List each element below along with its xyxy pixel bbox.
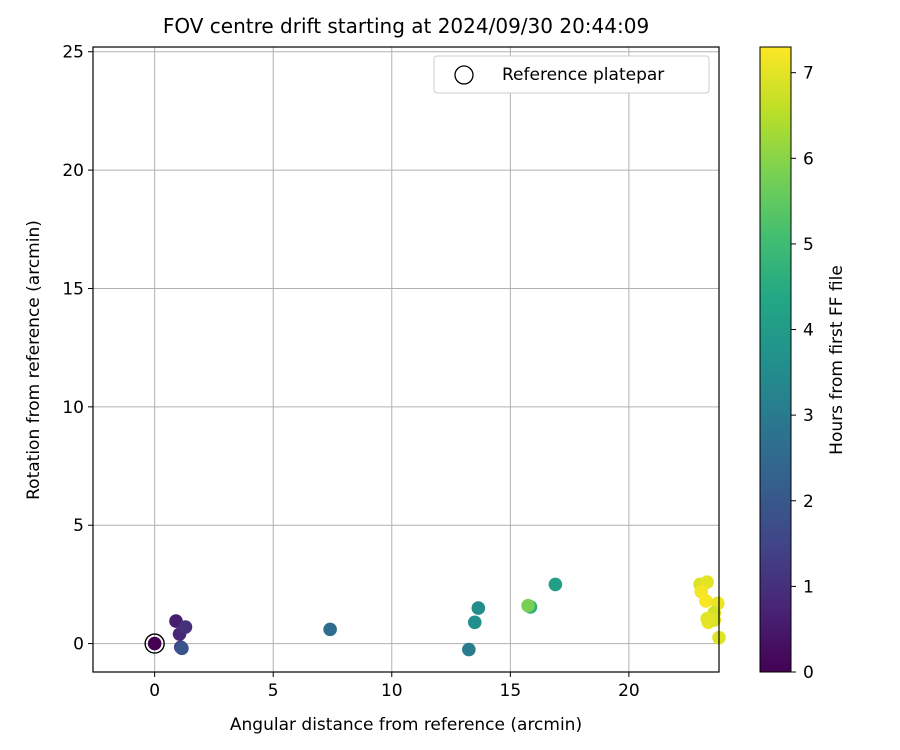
colorbar-tick-label: 4 — [803, 321, 814, 341]
data-point — [521, 598, 535, 613]
y-tick-label: 10 — [62, 398, 84, 418]
legend-marker-reference — [454, 65, 474, 85]
y-tick-label: 0 — [73, 635, 84, 655]
legend: Reference platepar — [433, 55, 710, 94]
data-point — [700, 611, 714, 626]
colorbar-tick-label: 7 — [803, 64, 814, 84]
y-axis-ticks: 0 5 10 15 20 25 — [62, 43, 93, 655]
colorbar-label: Hours from first FF file — [827, 265, 847, 455]
data-point — [699, 594, 713, 608]
x-tick-label: 5 — [268, 681, 279, 701]
grid-lines — [93, 47, 719, 672]
plot-frame — [92, 46, 720, 673]
data-point — [147, 636, 162, 651]
y-tick-label: 25 — [62, 43, 84, 63]
data-point — [467, 615, 482, 630]
data-point — [462, 642, 476, 657]
y-tick-label: 20 — [62, 161, 84, 181]
colorbar-gradient — [759, 46, 792, 673]
data-point — [175, 641, 189, 656]
x-tick-label: 20 — [618, 681, 640, 701]
y-tick-label: 15 — [62, 279, 84, 299]
plot-background — [93, 47, 719, 672]
x-axis-ticks: 0 5 10 15 20 — [149, 672, 640, 701]
colorbar-tick-label: 2 — [803, 492, 814, 512]
x-axis-label: Angular distance from reference (arcmin) — [230, 715, 582, 735]
colorbar-tick-label: 5 — [803, 235, 814, 255]
data-point — [178, 620, 193, 634]
colorbar-tick-label: 0 — [803, 663, 814, 683]
y-axis-label: Rotation from reference (arcmin) — [24, 220, 44, 500]
colorbar: 0 1 2 3 4 5 6 7 Hours from first FF file — [759, 46, 847, 683]
data-point — [471, 601, 486, 615]
reference-platepar-marker — [144, 633, 165, 654]
data-point — [323, 622, 337, 637]
plot-area: 0 5 10 15 20 0 5 10 15 20 25 — [62, 43, 726, 701]
data-points — [144, 575, 726, 657]
colorbar-tick-label: 3 — [803, 406, 814, 426]
x-tick-label: 15 — [500, 681, 522, 701]
data-point — [548, 577, 563, 592]
colorbar-tick-label: 1 — [803, 577, 814, 597]
colorbar-tick-label: 6 — [803, 149, 814, 169]
y-tick-label: 5 — [73, 516, 84, 536]
legend-label-reference: Reference platepar — [502, 65, 664, 85]
colorbar-ticks: 0 1 2 3 4 5 6 7 — [791, 64, 814, 683]
x-tick-label: 0 — [149, 681, 160, 701]
x-tick-label: 10 — [381, 681, 403, 701]
chart-title: FOV centre drift starting at 2024/09/30 … — [163, 14, 649, 38]
legend-box — [433, 55, 710, 94]
